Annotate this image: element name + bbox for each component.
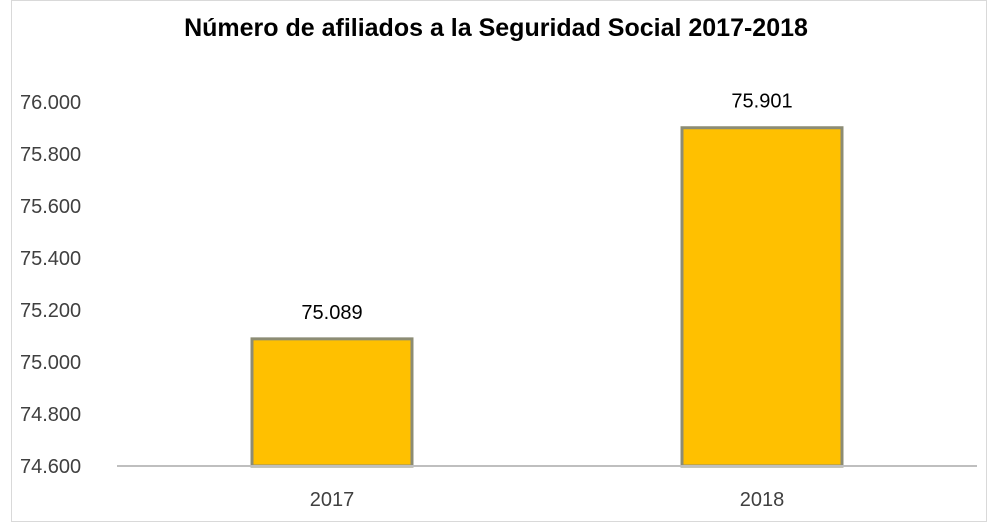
x-axis-ticks: 2017 2018: [310, 489, 785, 511]
y-tick-label: 75.200: [20, 300, 81, 322]
y-tick-label: 75.400: [20, 248, 81, 270]
y-tick-label: 76.000: [20, 92, 81, 114]
chart-title: Número de afiliados a la Seguridad Socia…: [184, 14, 808, 42]
data-label: 75.089: [301, 302, 362, 324]
y-tick-label: 75.800: [20, 144, 81, 166]
bars: [250, 126, 844, 468]
y-tick-label: 74.600: [20, 456, 81, 478]
data-label: 75.901: [731, 91, 792, 113]
bar-2017: [250, 337, 414, 468]
y-tick-label: 75.600: [20, 196, 81, 218]
x-tick-label: 2018: [740, 489, 785, 511]
y-tick-label: 74.800: [20, 404, 81, 426]
y-tick-label: 75.000: [20, 352, 81, 374]
x-tick-label: 2017: [310, 489, 355, 511]
bar-2018: [680, 126, 844, 468]
y-axis-ticks: 74.600 74.800 75.000 75.200 75.400 75.600 75.8…: [20, 92, 81, 478]
data-labels: 75.089 75.901: [301, 91, 792, 324]
